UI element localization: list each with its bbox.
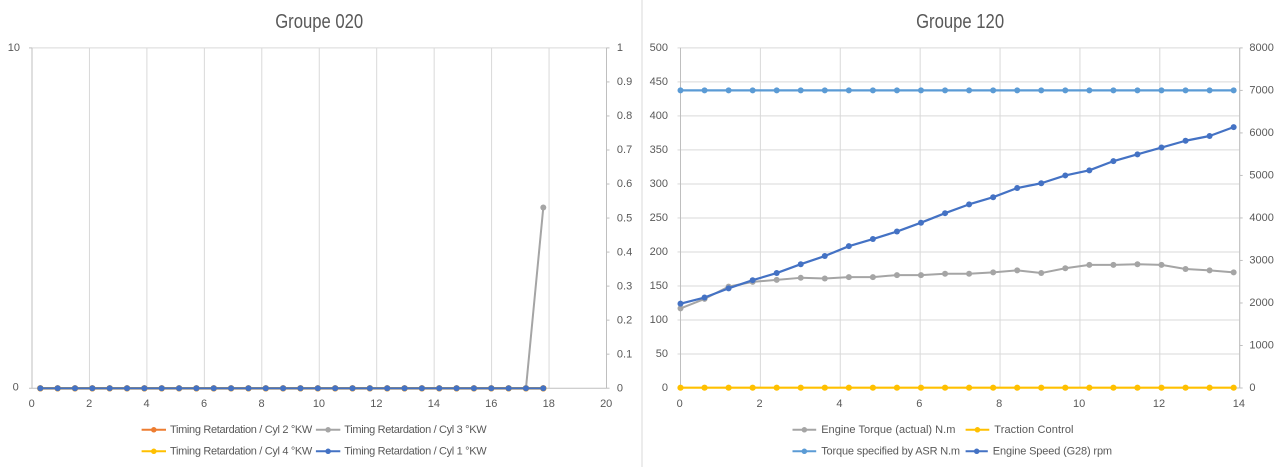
svg-text:0: 0 [617,382,623,394]
svg-text:4: 4 [836,398,842,410]
svg-text:4000: 4000 [1249,212,1273,224]
svg-text:0.2: 0.2 [617,314,632,326]
svg-text:350: 350 [650,144,668,156]
svg-text:0.6: 0.6 [617,178,632,190]
svg-text:8: 8 [996,398,1002,410]
svg-text:10: 10 [8,42,20,54]
svg-text:18: 18 [543,398,555,410]
svg-text:500: 500 [650,42,668,54]
svg-text:0.8: 0.8 [617,110,632,122]
svg-text:5000: 5000 [1249,170,1273,182]
svg-text:10: 10 [313,398,325,410]
svg-text:2: 2 [757,398,763,410]
svg-text:2000: 2000 [1249,297,1273,309]
svg-text:3000: 3000 [1249,255,1273,267]
svg-text:8000: 8000 [1249,42,1273,54]
svg-text:12: 12 [370,398,382,410]
svg-text:0: 0 [677,398,683,410]
svg-text:4: 4 [144,398,150,410]
svg-text:14: 14 [428,398,440,410]
svg-text:0: 0 [1249,382,1255,394]
svg-text:20: 20 [600,398,612,410]
svg-text:6: 6 [916,398,922,410]
svg-text:Timing Retardation / Cyl 1 °KW: Timing Retardation / Cyl 1 °KW [344,446,487,458]
svg-text:Torque specified by ASR N.m: Torque specified by ASR N.m [821,446,960,458]
svg-text:50: 50 [656,348,668,360]
svg-text:0.9: 0.9 [617,76,632,88]
svg-text:0.1: 0.1 [617,348,632,360]
svg-text:Traction Control: Traction Control [994,424,1073,436]
svg-text:300: 300 [650,178,668,190]
svg-text:450: 450 [650,76,668,88]
svg-text:0.4: 0.4 [617,246,632,258]
svg-text:1000: 1000 [1249,340,1273,352]
svg-text:0: 0 [29,398,35,410]
svg-text:16: 16 [485,398,497,410]
svg-text:150: 150 [650,280,668,292]
svg-text:100: 100 [650,314,668,326]
svg-text:0.7: 0.7 [617,144,632,156]
svg-text:Timing Retardation / Cyl 4 °KW: Timing Retardation / Cyl 4 °KW [170,446,313,458]
svg-text:400: 400 [650,110,668,122]
svg-text:0.3: 0.3 [617,280,632,292]
svg-text:Engine Speed (G28) rpm: Engine Speed (G28) rpm [993,446,1112,458]
svg-text:8: 8 [258,398,264,410]
svg-text:6: 6 [201,398,207,410]
svg-text:7000: 7000 [1249,85,1273,97]
svg-text:0: 0 [662,382,668,394]
svg-text:Groupe 120: Groupe 120 [916,11,1004,33]
svg-text:250: 250 [650,212,668,224]
svg-text:Timing Retardation / Cyl 3 °KW: Timing Retardation / Cyl 3 °KW [344,424,487,436]
svg-text:Groupe 020: Groupe 020 [275,11,363,33]
svg-text:0.5: 0.5 [617,212,632,224]
svg-text:12: 12 [1153,398,1165,410]
svg-text:Timing Retardation / Cyl 2 °KW: Timing Retardation / Cyl 2 °KW [170,424,313,436]
svg-text:Engine Torque (actual) N.m: Engine Torque (actual) N.m [821,424,955,436]
svg-text:1: 1 [617,42,623,54]
svg-text:0: 0 [13,382,19,394]
svg-text:6000: 6000 [1249,127,1273,139]
svg-text:200: 200 [650,246,668,258]
svg-text:2: 2 [86,398,92,410]
svg-text:14: 14 [1233,398,1245,410]
svg-text:10: 10 [1073,398,1085,410]
